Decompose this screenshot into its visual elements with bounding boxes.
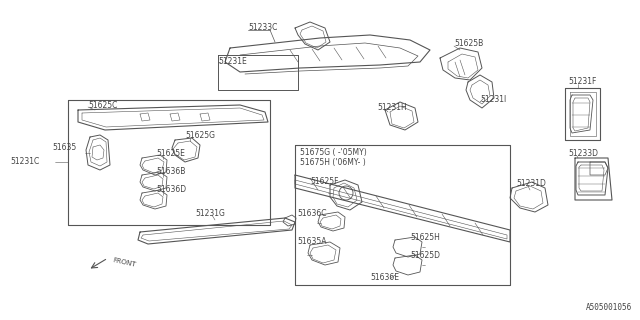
Text: 51635: 51635 xyxy=(52,143,76,153)
Text: 51231C: 51231C xyxy=(10,157,39,166)
Text: 51233C: 51233C xyxy=(248,23,277,33)
Text: 51231G: 51231G xyxy=(195,209,225,218)
Text: 51625G: 51625G xyxy=(185,132,215,140)
Text: 51625C: 51625C xyxy=(88,100,117,109)
Text: 51625E: 51625E xyxy=(156,149,185,158)
Text: 51636B: 51636B xyxy=(156,167,186,177)
Text: 51625D: 51625D xyxy=(410,252,440,260)
Text: 51233D: 51233D xyxy=(568,149,598,158)
Text: A505001056: A505001056 xyxy=(586,303,632,312)
Text: 51231F: 51231F xyxy=(568,77,596,86)
Text: 51675H ('06MY- ): 51675H ('06MY- ) xyxy=(300,158,365,167)
Text: 51636D: 51636D xyxy=(156,186,186,195)
Text: 51636E: 51636E xyxy=(370,273,399,282)
Text: 51675G ( -'05MY): 51675G ( -'05MY) xyxy=(300,148,367,156)
Text: 51231H: 51231H xyxy=(377,102,407,111)
Text: 51231E: 51231E xyxy=(218,58,247,67)
Text: 51231D: 51231D xyxy=(516,180,546,188)
Text: 51625B: 51625B xyxy=(454,39,483,49)
Text: 51625F: 51625F xyxy=(310,178,339,187)
Text: 51625H: 51625H xyxy=(410,233,440,242)
Text: 51635A: 51635A xyxy=(297,237,326,246)
Text: 51231I: 51231I xyxy=(480,95,506,105)
Text: 51636C: 51636C xyxy=(297,209,326,218)
Text: FRONT: FRONT xyxy=(112,257,136,268)
